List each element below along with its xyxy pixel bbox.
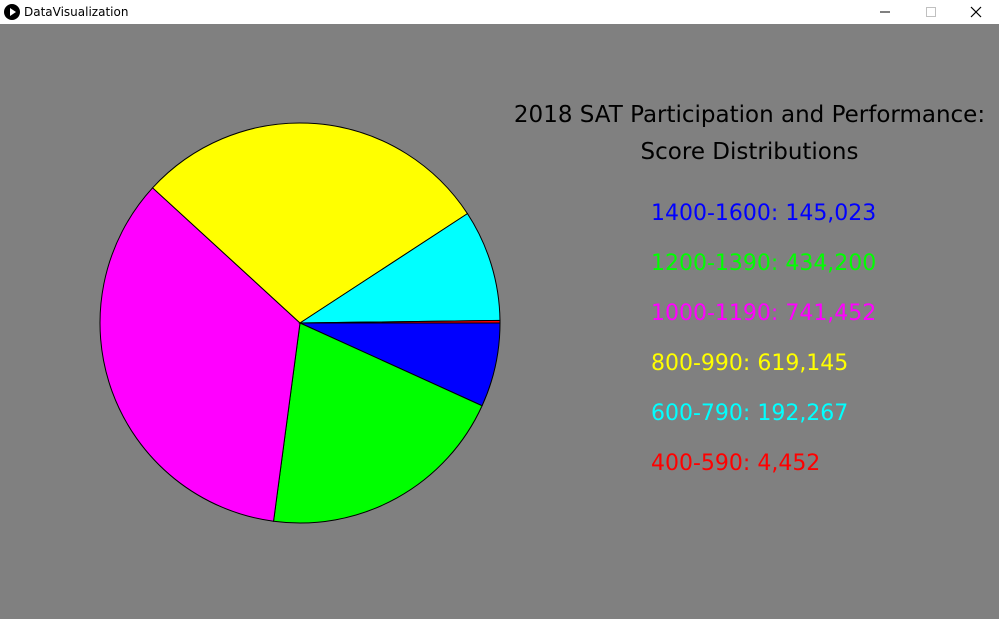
minimize-button[interactable] — [862, 0, 908, 24]
pie-slice-400-590 — [299, 319, 501, 324]
maximize-button[interactable] — [908, 0, 954, 24]
pie-slice-800-990 — [151, 122, 469, 324]
pie-slice-1000-1190 — [99, 187, 301, 522]
app-play-icon — [4, 4, 20, 20]
maximize-icon — [926, 7, 936, 17]
pie-slice-600-790 — [298, 212, 501, 324]
chart-title: 2018 SAT Participation and Performance: — [513, 102, 986, 128]
window-titlebar: DataVisualization — [0, 0, 999, 24]
window-title: DataVisualization — [24, 5, 129, 19]
close-button[interactable] — [953, 0, 999, 24]
chart-subtitle: Score Distributions — [640, 139, 859, 165]
legend-item-1200-1390: 1200-1390: 434,200 — [651, 251, 877, 276]
pie-chart — [99, 122, 501, 524]
legend-item-400-590: 400-590: 4,452 — [651, 451, 821, 476]
legend-item-600-790: 600-790: 192,267 — [651, 401, 849, 426]
sketch-canvas: 2018 SAT Participation and Performance: … — [0, 24, 999, 619]
minimize-icon — [880, 11, 890, 13]
legend-item-800-990: 800-990: 619,145 — [651, 351, 849, 376]
close-icon — [970, 6, 982, 18]
legend-item-1400-1600: 1400-1600: 145,023 — [651, 201, 877, 226]
legend-item-1000-1190: 1000-1190: 741,452 — [651, 301, 877, 326]
pie-slice-1200-1390 — [272, 322, 483, 524]
